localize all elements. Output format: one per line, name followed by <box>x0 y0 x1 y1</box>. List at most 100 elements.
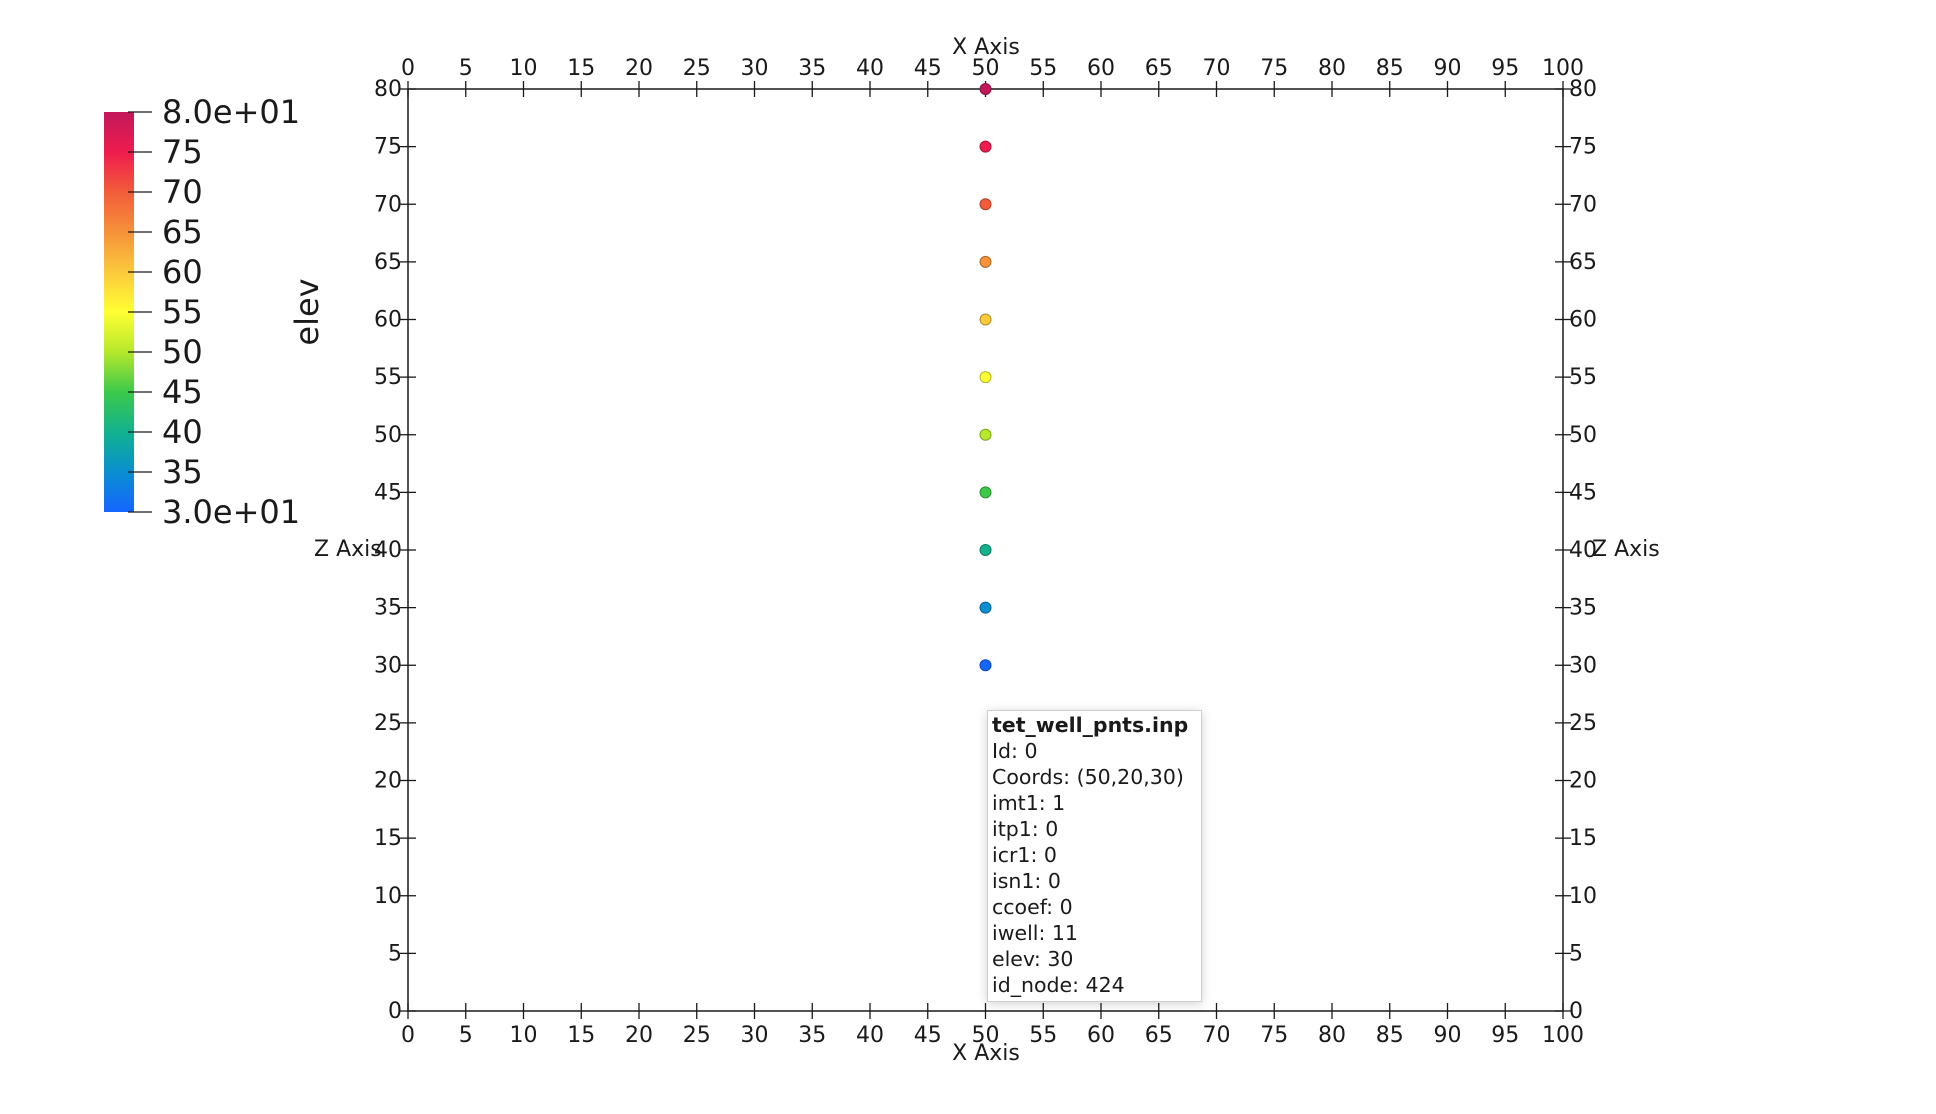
x-tick-label: 55 <box>1029 1023 1057 1048</box>
z-tick-label: 70 <box>1569 192 1597 217</box>
z-tick-label: 10 <box>374 884 402 909</box>
x-tick-label: 5 <box>459 1023 473 1048</box>
z-tick-label: 5 <box>1569 941 1583 966</box>
x-tick-label: 100 <box>1542 1023 1584 1048</box>
x-tick-label: 60 <box>1087 56 1115 81</box>
x-tick-label: 75 <box>1260 1023 1288 1048</box>
z-tick-label: 10 <box>1569 884 1597 909</box>
z-tick-label: 55 <box>374 365 402 390</box>
x-tick-label: 25 <box>683 56 711 81</box>
x-tick-label: 50 <box>972 56 1000 81</box>
z-tick-label: 0 <box>388 999 402 1024</box>
tooltip-row: elev: 30 <box>992 947 1074 971</box>
z-tick-label: 45 <box>374 480 402 505</box>
tooltip-row: imt1: 1 <box>992 791 1066 815</box>
colorbar-label: 60 <box>162 253 203 291</box>
tooltip-row: iwell: 11 <box>992 921 1078 945</box>
data-point[interactable] <box>979 486 992 499</box>
x-tick-label: 40 <box>856 1023 884 1048</box>
x-tick-label: 5 <box>459 56 473 81</box>
x-tick-label: 65 <box>1145 1023 1173 1048</box>
x-tick-label: 45 <box>914 1023 942 1048</box>
tooltip-row: Coords: (50,20,30) <box>992 765 1184 789</box>
x-tick-label: 80 <box>1318 1023 1346 1048</box>
z-tick-label: 55 <box>1569 365 1597 390</box>
x-tick-label: 50 <box>972 1023 1000 1048</box>
x-tick-label: 35 <box>798 1023 826 1048</box>
point-markers <box>979 83 992 672</box>
z-tick-label: 20 <box>374 769 402 794</box>
z-tick-label: 60 <box>1569 308 1597 333</box>
data-point[interactable] <box>979 83 992 95</box>
x-tick-label: 80 <box>1318 56 1346 81</box>
x-tick-label: 95 <box>1491 1023 1519 1048</box>
tooltip-title: tet_well_pnts.inp <box>992 713 1189 737</box>
x-tick-label: 85 <box>1376 1023 1404 1048</box>
x-tick-label: 20 <box>625 1023 653 1048</box>
tooltip-row: icr1: 0 <box>992 843 1057 867</box>
z-axis-title-left: Z Axis <box>314 537 382 562</box>
z-tick-label: 35 <box>374 596 402 621</box>
z-tick-label: 75 <box>1569 135 1597 160</box>
data-point[interactable] <box>979 659 992 672</box>
x-tick-label: 90 <box>1434 1023 1462 1048</box>
data-point[interactable] <box>979 544 992 556</box>
x-tick-label: 65 <box>1145 56 1173 81</box>
colorbar-label: 75 <box>162 133 203 171</box>
z-tick-label: 65 <box>1569 250 1597 275</box>
data-point[interactable] <box>979 313 992 326</box>
data-point[interactable] <box>979 140 992 153</box>
z-tick-label: 80 <box>1569 77 1597 102</box>
z-tick-label: 5 <box>388 941 402 966</box>
x-tick-label: 70 <box>1203 56 1231 81</box>
x-tick-label: 20 <box>625 56 653 81</box>
z-tick-label: 25 <box>374 711 402 736</box>
x-tick-label: 30 <box>741 56 769 81</box>
colorbar-label: 50 <box>162 333 203 371</box>
z-tick-label: 15 <box>374 826 402 851</box>
x-tick-label: 55 <box>1029 56 1057 81</box>
x-tick-label: 25 <box>683 1023 711 1048</box>
z-tick-label: 30 <box>374 653 402 678</box>
x-tick-label: 0 <box>401 56 415 81</box>
x-tick-label: 15 <box>567 56 595 81</box>
data-point[interactable] <box>979 601 992 614</box>
x-tick-label: 45 <box>914 56 942 81</box>
x-tick-label: 90 <box>1434 56 1462 81</box>
tooltip-row: isn1: 0 <box>992 869 1061 893</box>
z-tick-label: 75 <box>374 135 402 160</box>
x-tick-label: 100 <box>1542 56 1584 81</box>
data-point[interactable] <box>979 371 992 384</box>
z-tick-label: 65 <box>374 250 402 275</box>
x-tick-label: 40 <box>856 56 884 81</box>
z-tick-label: 70 <box>374 192 402 217</box>
colorbar-label: 65 <box>162 213 203 251</box>
x-tick-label: 75 <box>1260 56 1288 81</box>
data-point[interactable] <box>979 198 992 211</box>
x-tick-label: 30 <box>741 1023 769 1048</box>
data-point[interactable] <box>979 428 992 441</box>
x-tick-label: 10 <box>510 1023 538 1048</box>
x-tick-label: 60 <box>1087 1023 1115 1048</box>
colorbar-label: 70 <box>162 173 203 211</box>
z-tick-label: 0 <box>1569 999 1583 1024</box>
z-tick-label: 60 <box>374 308 402 333</box>
x-axis-title-bottom: X Axis <box>952 1041 1020 1066</box>
point-info-tooltip: tet_well_pnts.inp Id: 0 Coords: (50,20,3… <box>987 710 1202 1002</box>
x-tick-label: 70 <box>1203 1023 1231 1048</box>
x-tick-label: 10 <box>510 56 538 81</box>
colorbar-label: 35 <box>162 453 203 491</box>
z-tick-label: 80 <box>374 77 402 102</box>
colorbar-label: 3.0e+01 <box>162 493 300 531</box>
x-tick-label: 15 <box>567 1023 595 1048</box>
tooltip-row: itp1: 0 <box>992 817 1059 841</box>
tooltip-row: ccoef: 0 <box>992 895 1073 919</box>
z-tick-label: 20 <box>1569 769 1597 794</box>
data-point[interactable] <box>979 255 992 268</box>
colorbar-label: 40 <box>162 413 203 451</box>
z-tick-label: 45 <box>1569 480 1597 505</box>
colorbar-label: 8.0e+01 <box>162 93 300 131</box>
x-tick-label: 95 <box>1491 56 1519 81</box>
